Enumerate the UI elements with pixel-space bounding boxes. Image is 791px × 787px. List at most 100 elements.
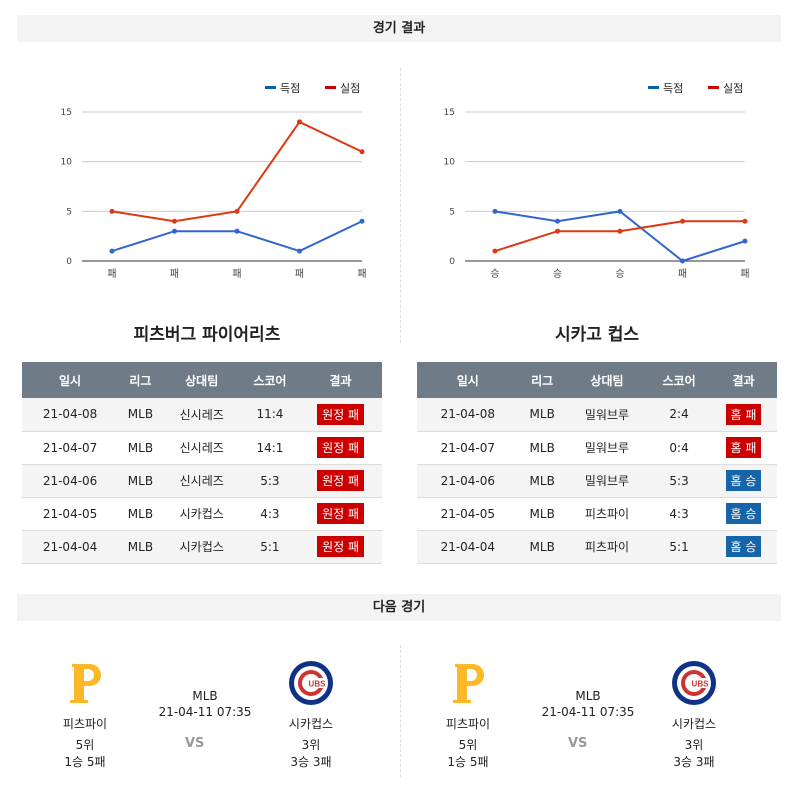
legend-swatch — [648, 86, 659, 89]
away-team[interactable]: UBS 시카컵스 3위 3승 3패 — [266, 660, 356, 770]
data-point — [234, 228, 240, 234]
team-name: 시카컵스 — [288, 717, 334, 731]
column-header: 일시 — [417, 362, 519, 398]
date: 21-04-07 — [417, 431, 519, 465]
column-header: 상대팀 — [162, 362, 241, 398]
series-line-0 — [494, 210, 746, 263]
legend-label: 실점 — [340, 82, 360, 95]
team-title: 피츠버그 파이어리츠 — [133, 325, 281, 345]
pirates-logo — [70, 664, 101, 703]
team-record: 3승 3패 — [290, 755, 332, 769]
y-tick-label: 0 — [449, 257, 455, 267]
x-tick-label: 승 — [490, 268, 499, 280]
result-badge: 홈 승 — [725, 470, 762, 491]
opponent: 신시레즈 — [162, 431, 241, 465]
table-row: 21-04-05 MLB 시카컵스 4:3 원정 패 — [22, 497, 382, 531]
series-line-1 — [111, 120, 363, 223]
result-badge: 원정 패 — [317, 503, 365, 524]
x-tick-label: 패 — [170, 268, 179, 280]
league: MLB — [518, 497, 566, 531]
score: 4:3 — [648, 497, 710, 531]
data-point — [109, 248, 115, 254]
results-header: 경기 결과 — [17, 15, 781, 42]
series-line-1 — [494, 220, 745, 253]
legend-label: 득점 — [663, 82, 683, 95]
opponent: 신시레즈 — [162, 398, 241, 432]
team-title: 시카고 컵스 — [554, 325, 640, 345]
table-header: 일시 리그 상대팀 스코어 결과 — [417, 362, 777, 398]
y-tick-label: 10 — [444, 158, 456, 168]
data-point — [492, 248, 498, 254]
column-header: 결과 — [709, 362, 777, 398]
data-point — [172, 228, 177, 234]
x-tick-label: 승 — [615, 268, 624, 280]
score: 11:4 — [240, 398, 300, 432]
team-record: 1승 5패 — [447, 755, 489, 769]
game-datetime: 21-04-11 07:35 — [541, 705, 635, 719]
score: 5:1 — [648, 530, 710, 564]
x-tick-label: 패 — [107, 268, 116, 280]
x-tick-label: 패 — [740, 268, 749, 280]
column-header: 리그 — [518, 362, 566, 398]
opponent: 피츠파이 — [565, 497, 649, 531]
x-tick-label: 패 — [357, 268, 366, 280]
date: 21-04-05 — [22, 497, 119, 531]
data-point — [297, 119, 302, 125]
table-row: 21-04-06 MLB 신시레즈 5:3 원정 패 — [22, 464, 382, 498]
column-header: 리그 — [118, 362, 163, 398]
divider — [400, 645, 401, 777]
opponent: 시카컵스 — [162, 497, 241, 531]
date: 21-04-04 — [22, 530, 119, 564]
table-row: 21-04-06 MLB 밀워브루 5:3 홈 승 — [417, 464, 777, 498]
series-line-0 — [111, 220, 363, 253]
cubs-logo: UBS — [672, 661, 716, 705]
score: 0:4 — [648, 431, 710, 465]
opponent: 밀워브루 — [565, 431, 649, 465]
team-rank: 5위 — [458, 738, 478, 752]
league: MLB — [118, 497, 163, 531]
pirates-logo — [453, 664, 484, 703]
score: 5:3 — [648, 464, 710, 498]
results-table: 일시 리그 상대팀 스코어 결과 21-04-08 MLB 신시레즈 11:4 원정 패… — [22, 362, 382, 564]
next-game-header: 다음 경기 — [17, 594, 781, 621]
league: MLB — [518, 530, 566, 564]
date: 21-04-08 — [417, 398, 519, 432]
vs-label: VS — [185, 736, 205, 751]
column-header: 스코어 — [648, 362, 710, 398]
table-row: 21-04-07 MLB 밀워브루 0:4 홈 패 — [417, 431, 777, 465]
data-point — [109, 208, 115, 214]
home-team[interactable]: 피츠파이 5위 1승 5패 — [40, 660, 130, 770]
league: MLB — [518, 398, 566, 432]
score: 5:3 — [240, 464, 300, 498]
column-header: 스코어 — [240, 362, 300, 398]
date: 21-04-07 — [22, 431, 119, 465]
team-rank: 3위 — [684, 738, 704, 752]
y-tick-label: 10 — [61, 158, 73, 168]
team-record: 1승 5패 — [64, 755, 106, 769]
legend-swatch — [265, 86, 276, 89]
date: 21-04-04 — [417, 530, 519, 564]
date: 21-04-06 — [417, 464, 519, 498]
league: MLB — [118, 398, 163, 432]
svg-text:UBS: UBS — [692, 680, 710, 689]
away-team[interactable]: UBS 시카컵스 3위 3승 3패 — [649, 660, 739, 770]
home-team[interactable]: 피츠파이 5위 1승 5패 — [423, 660, 513, 770]
result-badge: 홈 승 — [725, 503, 762, 524]
table-row: 21-04-05 MLB 피츠파이 4:3 홈 승 — [417, 497, 777, 531]
date: 21-04-05 — [417, 497, 519, 531]
result-badge: 홈 패 — [725, 403, 762, 425]
result-badge: 홈 패 — [725, 437, 762, 458]
data-point — [297, 248, 302, 254]
legend-label: 득점 — [280, 82, 300, 95]
table-row: 21-04-07 MLB 신시레즈 14:1 원정 패 — [22, 431, 382, 465]
score: 2:4 — [648, 398, 710, 432]
team-record: 3승 3패 — [673, 755, 715, 769]
table-row: 21-04-04 MLB 피츠파이 5:1 홈 승 — [417, 530, 777, 564]
x-tick-label: 패 — [295, 268, 304, 280]
y-tick-label: 5 — [449, 207, 455, 217]
result-badge: 홈 승 — [725, 536, 762, 557]
score: 4:3 — [240, 497, 300, 531]
data-point — [234, 208, 240, 214]
opponent: 신시레즈 — [162, 464, 241, 498]
result-badge: 원정 패 — [317, 470, 365, 491]
